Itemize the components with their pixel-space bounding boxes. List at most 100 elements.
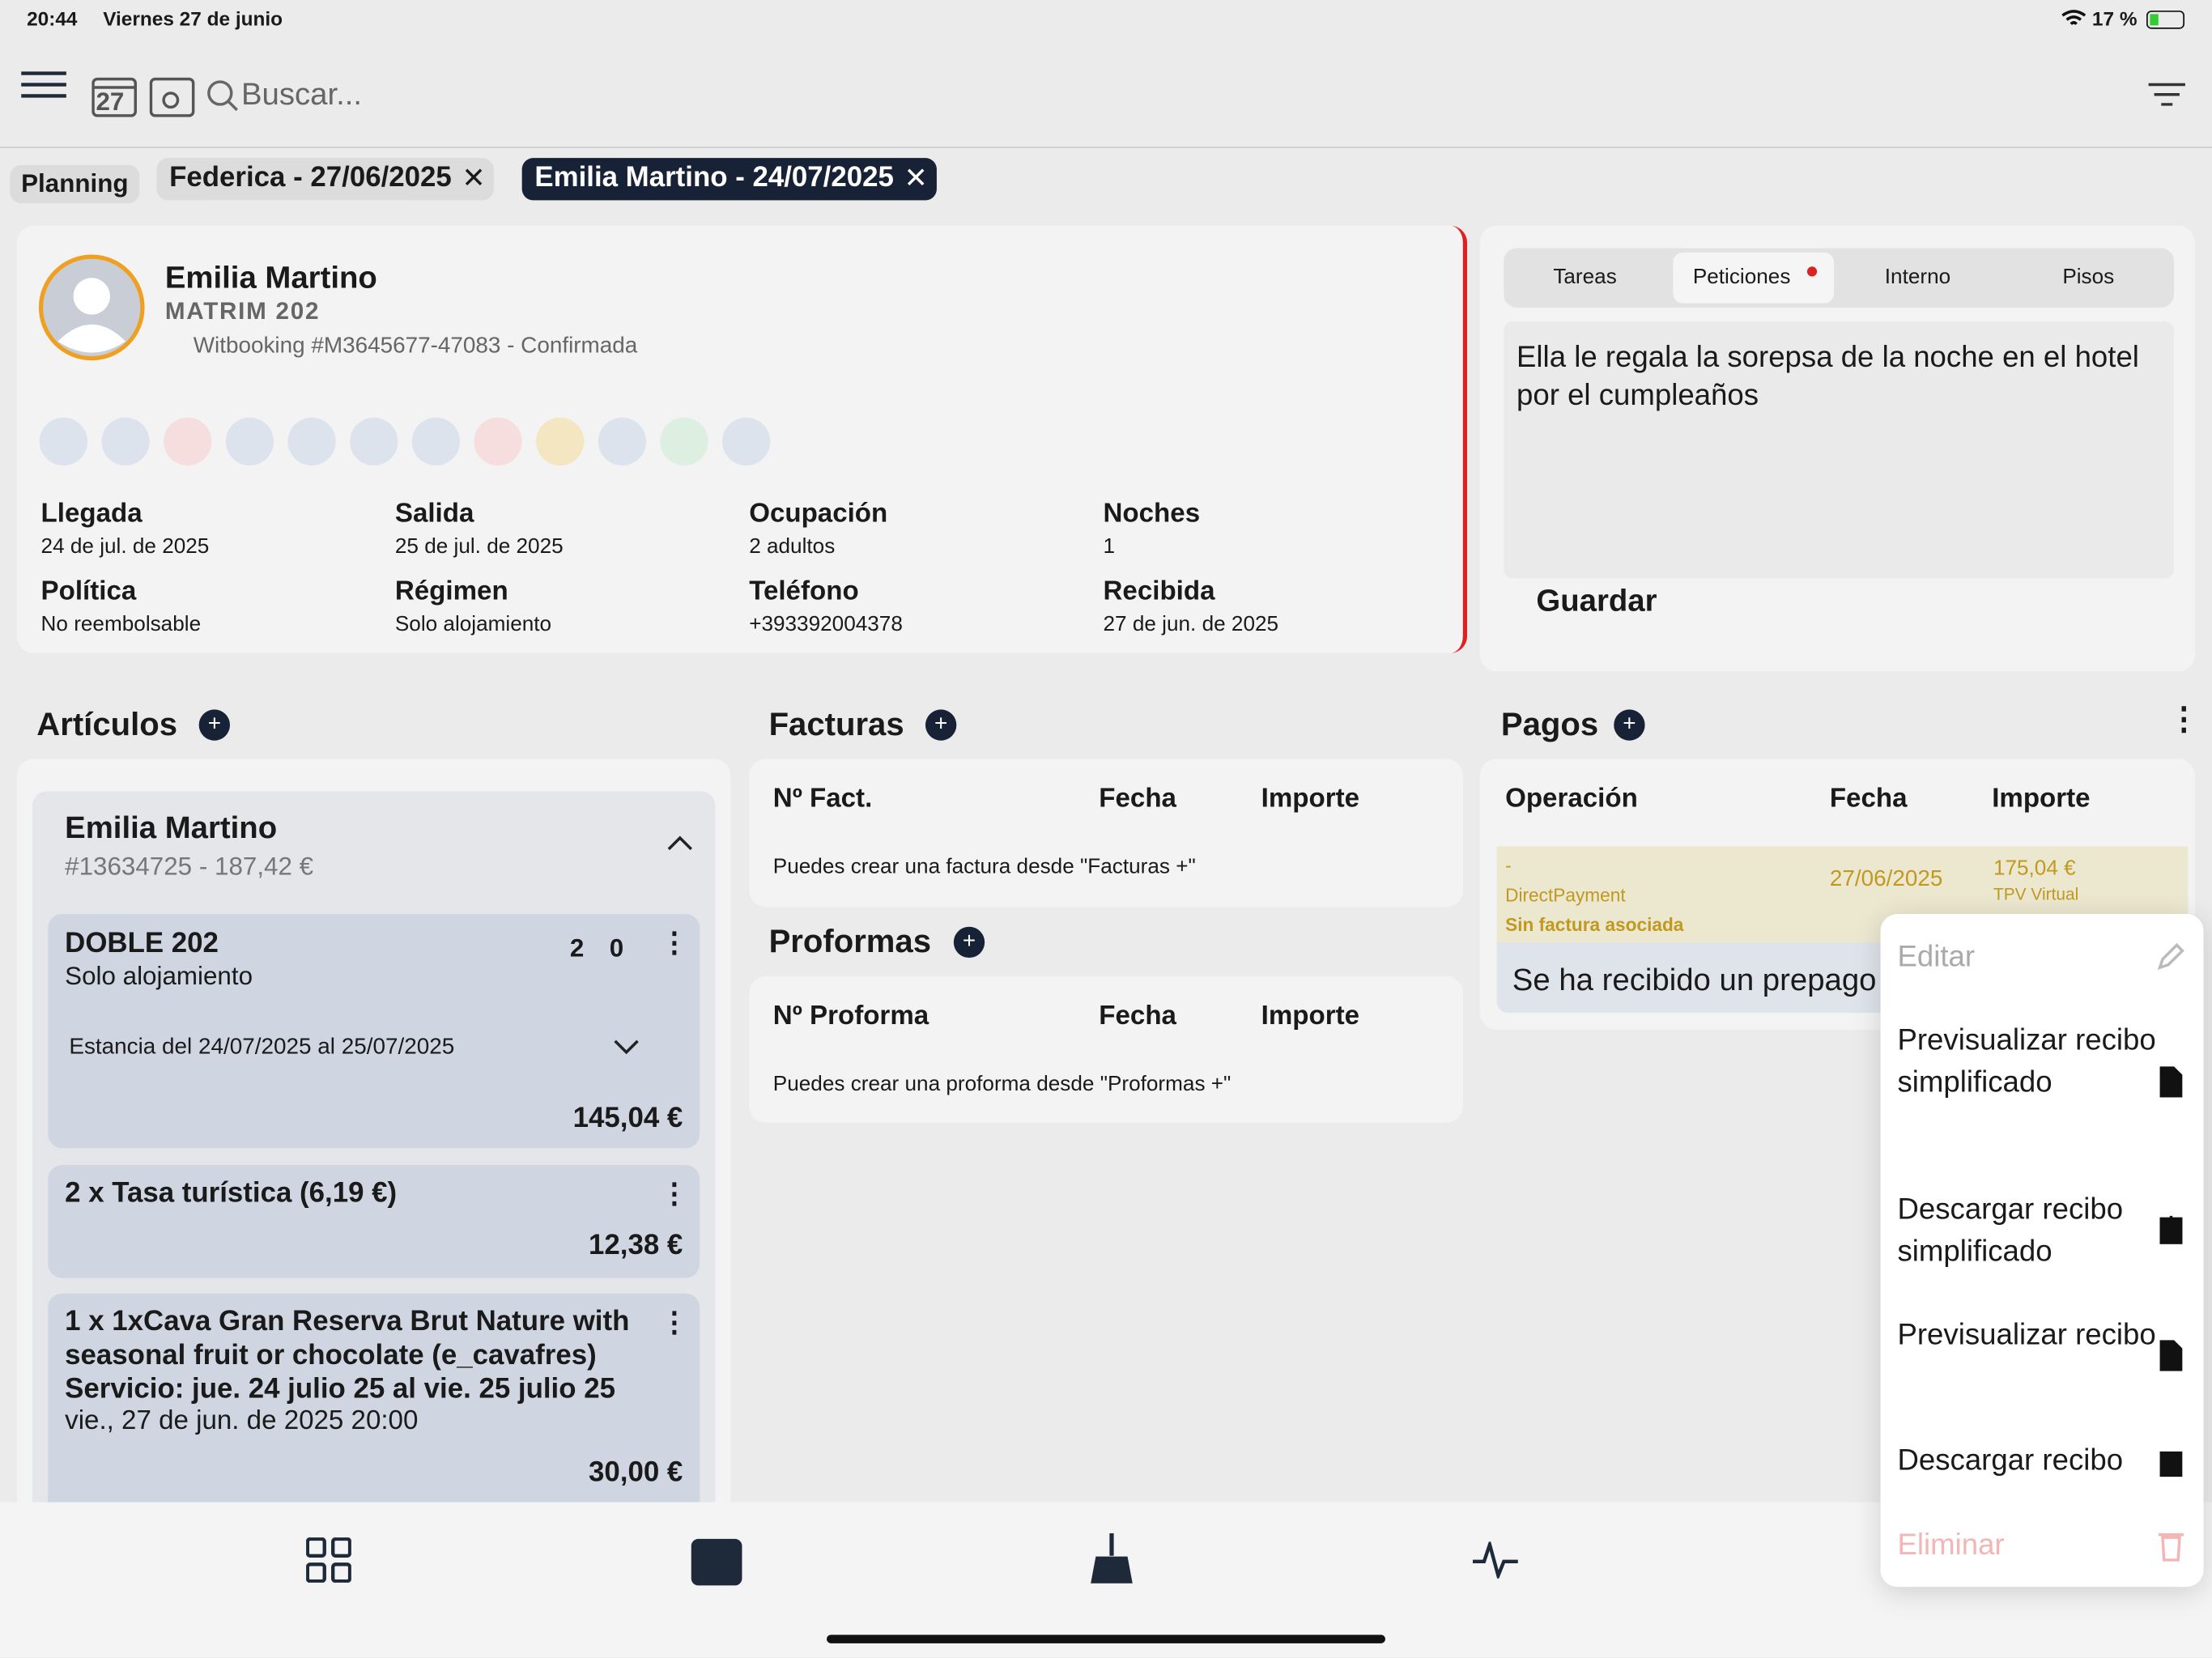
amount: 175,04 € [1993, 856, 2076, 881]
item-amount: 145,04 € [572, 1103, 683, 1134]
menu-item[interactable]: Previsualizar recibo [1897, 1319, 2156, 1352]
column-header: Nº Proforma [772, 1001, 929, 1031]
column-header: Fecha [1099, 784, 1176, 814]
mail-button[interactable] [411, 417, 461, 466]
column-header: Importe [1261, 1001, 1360, 1031]
clock-button[interactable] [536, 417, 585, 466]
save-button[interactable]: Guardar [1536, 582, 1657, 619]
tab[interactable]: Planning [10, 164, 140, 203]
item: 2 x Tasa turística (6,19 €) ⋮ 12,38 € [48, 1165, 700, 1278]
detail-value: No reembolsable [40, 612, 202, 636]
calendar-day: 27 [96, 87, 125, 116]
detail-value: Solo alojamiento [394, 612, 552, 636]
menu-item[interactable]: Descargar recibo [1897, 1444, 2124, 1477]
item-amount: 12,38 € [589, 1230, 683, 1261]
detail-label: Llegada [40, 499, 143, 529]
proformas-card: Nº Proforma Fecha Importe Puedes crear u… [749, 976, 1463, 1123]
phone-button[interactable] [598, 417, 646, 466]
notes-card: Tareas Peticiones Interno Pisos Ella le … [1479, 225, 2196, 672]
note-text[interactable]: Ella le regala la sorepsa de la noche en… [1504, 321, 2174, 579]
detail-label: Ocupación [749, 499, 888, 529]
item-title: 2 x Tasa turística (6,19 €) [65, 1177, 398, 1209]
download-icon [2159, 1451, 2183, 1477]
checkin-button[interactable] [101, 417, 150, 466]
item: 1 x 1xCava Gran Reserva Brut Nature with… [48, 1293, 700, 1520]
source: Witbooking #M3645677-47083 - Confirmada [193, 334, 638, 359]
method: DirectPayment [1505, 884, 1626, 906]
filter-button[interactable] [2147, 82, 2187, 107]
menu-button[interactable] [21, 70, 69, 101]
barcode-button[interactable] [39, 417, 88, 466]
segmented-control [1504, 248, 2174, 308]
add-button[interactable]: + [953, 926, 985, 959]
close-icon[interactable]: ✕ [462, 164, 486, 195]
file-icon [2159, 1066, 2183, 1098]
section-title: Facturas [768, 705, 904, 742]
bottom-nav [0, 1502, 2212, 1658]
expand-icon[interactable] [612, 1038, 640, 1057]
message: Se ha recibido un prepago [1512, 962, 1877, 997]
context-menu: Editar Previsualizar recibo simplificado… [1880, 914, 2204, 1588]
guests-button[interactable] [287, 417, 336, 466]
edit-button[interactable] [225, 417, 274, 466]
calendar-search-button[interactable] [149, 72, 195, 117]
detail-label: Salida [394, 499, 474, 529]
clean-button[interactable] [164, 417, 212, 466]
empty-text: Puedes crear una proforma desde "Proform… [772, 1072, 1231, 1096]
column-header: Importe [1261, 784, 1360, 814]
add-button[interactable]: + [925, 709, 957, 741]
segment[interactable]: Pisos [2062, 265, 2115, 290]
detail-label: Régimen [394, 576, 508, 607]
download-icon [2159, 1215, 2183, 1244]
nav-calendar[interactable] [690, 1533, 743, 1587]
whatsapp-button[interactable] [660, 417, 708, 466]
search-input[interactable]: Buscar... [240, 76, 363, 112]
articulos-card: Emilia Martino #13634725 - 187,42 € DOBL… [16, 759, 731, 1525]
tab[interactable]: Federica - 27/06/2025 ✕ [156, 158, 495, 201]
segment[interactable]: Tareas [1553, 265, 1617, 290]
add-button[interactable]: + [1614, 709, 1645, 741]
adults: 2 [569, 933, 585, 963]
avatar [38, 254, 145, 361]
menu-item[interactable]: Editar [1897, 941, 1976, 974]
edit-icon [2157, 942, 2184, 971]
guest-card: Emilia Martino MATRIM 202 Witbooking #M3… [16, 225, 1468, 653]
more-button[interactable]: ⋮ [660, 1179, 689, 1210]
detail-label: Recibida [1103, 576, 1215, 607]
collapse-icon[interactable] [666, 832, 694, 852]
facturas-card: Nº Fact. Fecha Importe Puedes crear una … [749, 759, 1463, 908]
detail-value: 25 de jul. de 2025 [394, 534, 564, 559]
date: 27/06/2025 [1829, 867, 1943, 892]
more-button[interactable]: ⋮ [660, 928, 689, 959]
more-button[interactable] [722, 417, 771, 466]
menu-item[interactable]: Descargar recibo simplificado [1897, 1193, 2124, 1269]
close-icon[interactable]: ✕ [904, 164, 928, 195]
tab-label: Emilia Martino - 24/07/2025 [534, 162, 894, 193]
item-title: 1 x 1xCava Gran Reserva Brut Nature with… [65, 1306, 630, 1405]
section-title: Artículos [36, 705, 177, 742]
more-button[interactable]: ⋮ [660, 1307, 689, 1339]
group-sub: #13634725 - 187,42 € [65, 852, 314, 881]
delete-button[interactable] [474, 417, 522, 466]
menu-item[interactable]: Eliminar [1897, 1528, 2005, 1562]
more-button[interactable]: ⋮ [2167, 700, 2200, 737]
tab-active[interactable]: Emilia Martino - 24/07/2025 ✕ [521, 158, 937, 201]
guest-name: Emilia Martino [164, 259, 377, 295]
nav-activity[interactable] [1471, 1541, 1519, 1579]
badge [1806, 266, 1818, 277]
key-button[interactable] [350, 417, 398, 466]
calendar-button[interactable] [91, 72, 138, 117]
tab-label: Federica - 27/06/2025 [169, 162, 452, 193]
column-header: Fecha [1099, 1001, 1176, 1031]
segment[interactable]: Interno [1884, 265, 1951, 290]
search-icon [207, 80, 238, 112]
children: 0 [609, 933, 624, 963]
section-title: Proformas [768, 922, 932, 959]
segment[interactable]: Peticiones [1692, 265, 1791, 290]
column-header: Nº Fact. [772, 784, 873, 814]
nav-dashboard[interactable] [306, 1537, 351, 1583]
add-button[interactable]: + [198, 709, 231, 741]
nav-housekeeping[interactable] [1091, 1533, 1133, 1584]
menu-item[interactable]: Previsualizar recibo simplificado [1897, 1023, 2156, 1099]
status-icons [2061, 10, 2185, 29]
